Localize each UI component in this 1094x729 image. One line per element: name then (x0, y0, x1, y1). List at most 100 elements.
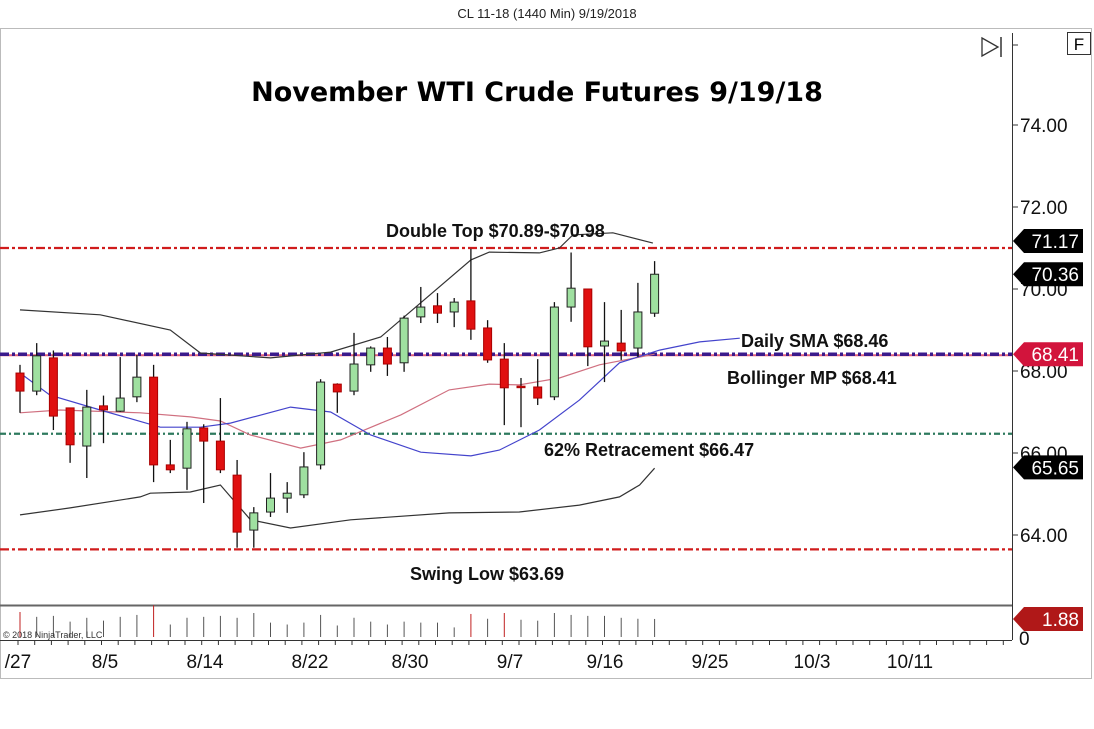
candle-body (132, 376, 142, 398)
copyright: © 2018 NinjaTrader, LLC (3, 630, 103, 640)
retracement-label: 62% Retracement $66.47 (544, 440, 754, 460)
candle (65, 407, 75, 463)
candle (165, 439, 175, 474)
candle-body (182, 428, 192, 469)
candle-body (266, 497, 275, 513)
candle-body (600, 340, 609, 347)
chart-title: November WTI Crude Futures 9/19/18 (251, 77, 823, 108)
candle (32, 343, 42, 396)
x-tick-label: 8/30 (392, 652, 429, 673)
candle-body (65, 407, 75, 446)
price-marker-value: 70.36 (1031, 265, 1079, 286)
candle-body (633, 311, 643, 349)
candle-body (249, 512, 259, 531)
candle-body (232, 474, 242, 533)
volume-marker-tag (1013, 607, 1083, 631)
x-tick-label: 8/5 (92, 652, 118, 673)
x-tick-label: 9/16 (587, 652, 624, 673)
price-marker-tag (1013, 455, 1083, 480)
candle (600, 302, 609, 383)
bollinger-lower-line (19, 467, 656, 529)
price-marker-tag (1013, 262, 1083, 287)
candle-body (215, 440, 225, 471)
candle (466, 248, 476, 340)
bollinger-mp-label: Bollinger MP $68.41 (727, 368, 897, 388)
y-tick-label: 72.00 (1020, 198, 1068, 219)
candle-body (616, 342, 626, 352)
candle (266, 473, 275, 517)
candle (583, 288, 593, 367)
candle-body (299, 466, 309, 496)
x-tick-label: 9/7 (497, 652, 523, 673)
candle-body (82, 406, 92, 447)
candle (533, 359, 543, 406)
candle-body (399, 317, 409, 364)
candle (215, 398, 225, 474)
candle-body (499, 358, 509, 389)
instrument-label: CL 11-18 (1440 Min) 9/19/2018 (457, 6, 637, 21)
double-top-label: Double Top $70.89-$70.98 (386, 221, 605, 241)
candle-body (165, 464, 175, 471)
swing-low-label: Swing Low $63.69 (410, 564, 564, 584)
y-tick-label: 64.00 (1020, 526, 1068, 547)
candle (382, 336, 392, 376)
candle-body (516, 385, 526, 389)
y-tick-label: 74.00 (1020, 116, 1068, 137)
candle (149, 364, 159, 483)
candle (232, 459, 242, 548)
candle-body (32, 355, 42, 392)
volume-zero-label: 0 (1019, 629, 1030, 650)
chart-instrument-header: CL 11-18 (1440 Min) 9/19/2018 (0, 0, 1094, 27)
candle (316, 379, 326, 470)
candle-body (650, 273, 660, 314)
play-to-end-icon (981, 36, 1000, 58)
candle-body (366, 347, 376, 366)
candle (99, 395, 108, 444)
candle (332, 383, 342, 413)
candle-body (15, 372, 25, 392)
f-button[interactable]: F (1067, 32, 1091, 55)
candle (249, 507, 259, 548)
candle-body (349, 363, 359, 392)
price-marker: 65.65 (1013, 455, 1083, 480)
x-tick-label: /27 (5, 652, 31, 673)
candle-body (316, 381, 326, 466)
volume-marker-value: 1.88 (1042, 610, 1079, 631)
candle (48, 350, 58, 431)
candle-body (332, 383, 342, 393)
candle-body (583, 288, 593, 348)
candle (449, 298, 459, 328)
candle (483, 320, 493, 363)
candle-body (566, 287, 576, 308)
candle (182, 421, 192, 490)
daily-sma-label: Daily SMA $68.46 (741, 331, 888, 351)
candle (132, 355, 142, 403)
x-tick-label: 9/25 (692, 652, 729, 673)
candle (366, 346, 376, 372)
candle-body (466, 300, 476, 330)
price-marker-value: 68.41 (1031, 345, 1079, 366)
candle (499, 343, 509, 426)
x-tick-label: 8/14 (187, 652, 224, 673)
candle (115, 357, 125, 412)
bollinger-upper-line (19, 232, 654, 359)
candle (349, 332, 359, 396)
candle-body (382, 347, 392, 365)
candle-body (433, 305, 442, 314)
candle (650, 261, 660, 317)
candle-body (99, 405, 108, 411)
candle-body (416, 306, 426, 318)
price-marker-value: 65.65 (1031, 458, 1079, 479)
candle (82, 389, 92, 479)
candle-body (549, 306, 559, 398)
candle (299, 452, 309, 499)
candle (616, 309, 626, 360)
candle (633, 282, 643, 358)
candle (15, 364, 25, 413)
scroll-to-end-button[interactable] (981, 36, 1002, 58)
candle (399, 315, 409, 372)
f-button-label: F (1074, 35, 1084, 54)
candle (282, 482, 292, 513)
candle-body (282, 492, 292, 499)
